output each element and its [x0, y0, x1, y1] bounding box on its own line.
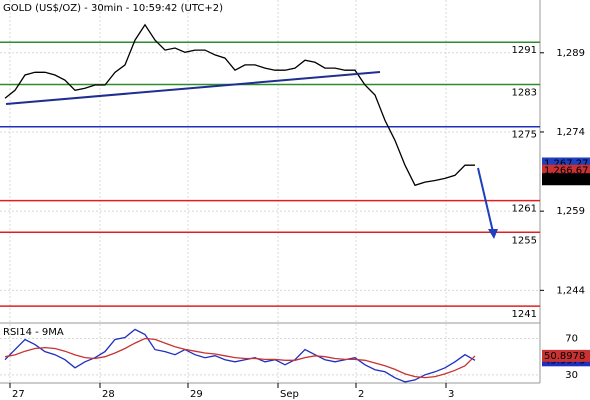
level-label: 1255 — [512, 235, 537, 246]
trend-line — [5, 71, 381, 105]
y-tick-label: 1,274 — [556, 127, 585, 138]
price-tag-label: 1,266.67 — [544, 166, 589, 177]
y-tick-label: 1,259 — [556, 206, 585, 217]
price-line — [4, 23, 475, 187]
x-tick-label: Sep — [280, 389, 299, 400]
level-label-bg — [512, 128, 538, 141]
price-line — [4, 328, 476, 383]
y-tick-label: 1,244 — [556, 285, 585, 296]
forecast-arrow — [477, 167, 494, 233]
level-label-bg — [512, 86, 538, 99]
rsi-tag — [542, 349, 590, 362]
x-tick-label: 3 — [448, 389, 454, 400]
rsi-tick-label: 30 — [565, 370, 578, 381]
level-label: 1291 — [512, 45, 537, 56]
price-line — [4, 337, 476, 379]
arrow-head — [488, 229, 498, 239]
level-label-bg — [512, 44, 538, 57]
level-label-bg — [512, 202, 538, 215]
x-tick-label: 2 — [358, 389, 364, 400]
level-label: 1261 — [512, 204, 537, 215]
price-tag-label: 1,265.8 — [544, 174, 582, 185]
x-tick-label: 29 — [190, 389, 203, 400]
chart-title: GOLD (US$/OZ) - 30min - 10:59:42 (UTC+2) — [3, 3, 223, 14]
x-tick-label: 27 — [12, 389, 25, 400]
price-tag-label: 1,267.27 — [544, 158, 589, 169]
rsi-title: RSI14 - 9MA — [3, 327, 64, 338]
level-label: 1241 — [512, 309, 537, 320]
price-tag — [542, 173, 590, 186]
rsi-tag-label: 50.8978 — [544, 351, 585, 362]
level-label-bg — [512, 308, 538, 321]
level-label: 1283 — [512, 87, 537, 98]
level-label: 1275 — [512, 130, 537, 141]
level-label-bg — [512, 234, 538, 247]
rsi-tick-label: 70 — [565, 334, 578, 345]
x-tick-label: 28 — [102, 389, 115, 400]
y-tick-label: 1,289 — [556, 48, 585, 59]
